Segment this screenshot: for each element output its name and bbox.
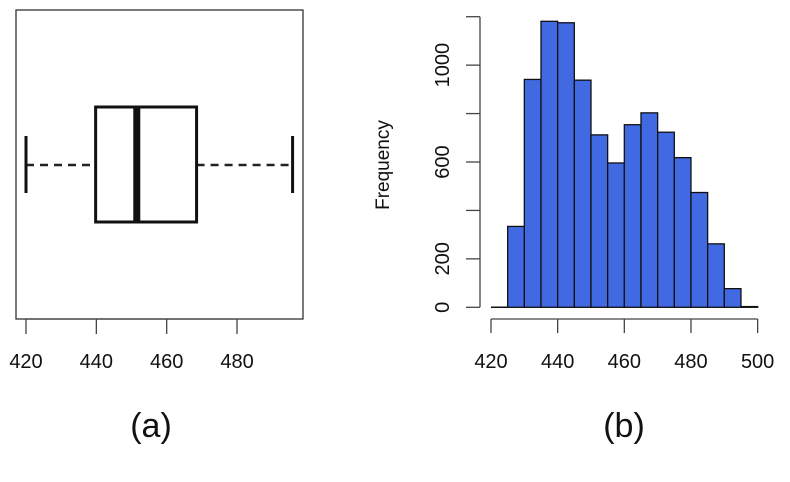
x-tick-label: 480: [220, 351, 253, 373]
histogram-bar: [523, 78, 542, 308]
histogram-bar: [557, 22, 575, 308]
interquartile-box: [94, 105, 199, 224]
x-tick-label: 460: [150, 351, 183, 373]
histogram-bar: [740, 305, 759, 308]
y-tick-label: 600: [432, 145, 454, 178]
y-tick-label: 0: [432, 302, 454, 313]
boxplot-x-axis: 420 440 460 480: [9, 318, 254, 373]
y-axis-label: Frequency: [373, 120, 394, 210]
histogram-y-axis: 0 200 600 1000: [432, 16, 481, 313]
boxplot-panel: 420 440 460 480 (a): [9, 9, 304, 445]
histogram-bar: [540, 20, 559, 308]
x-tick-label: 460: [608, 351, 641, 373]
x-tick-label: 500: [741, 351, 774, 373]
histogram-bar: [590, 134, 609, 308]
x-tick-label: 440: [80, 351, 113, 373]
histogram-bar: [507, 225, 525, 308]
histogram-bar: [623, 124, 642, 308]
histogram-bar: [640, 112, 659, 308]
panel-label-a: (a): [130, 407, 172, 445]
histogram-panel: 420 440 460 480 500 0 200 600 1000 Frequency (b…: [373, 16, 774, 445]
histogram-bar: [673, 156, 692, 308]
histogram-bar: [607, 162, 625, 308]
x-tick-label: 420: [9, 351, 42, 373]
histogram-bar: [706, 243, 725, 308]
x-tick-label: 440: [541, 351, 574, 373]
y-tick-label: 1000: [432, 43, 454, 88]
histogram-bar: [723, 288, 742, 308]
x-tick-label: 420: [474, 351, 507, 373]
histogram-bar: [690, 191, 709, 308]
panel-label-b: (b): [603, 407, 645, 445]
histogram-bar: [657, 131, 675, 308]
histogram-bar: [573, 79, 592, 308]
histogram-x-axis: 420 440 460 480 500: [474, 318, 774, 373]
x-tick-label: 480: [674, 351, 707, 373]
y-tick-label: 200: [432, 242, 454, 275]
